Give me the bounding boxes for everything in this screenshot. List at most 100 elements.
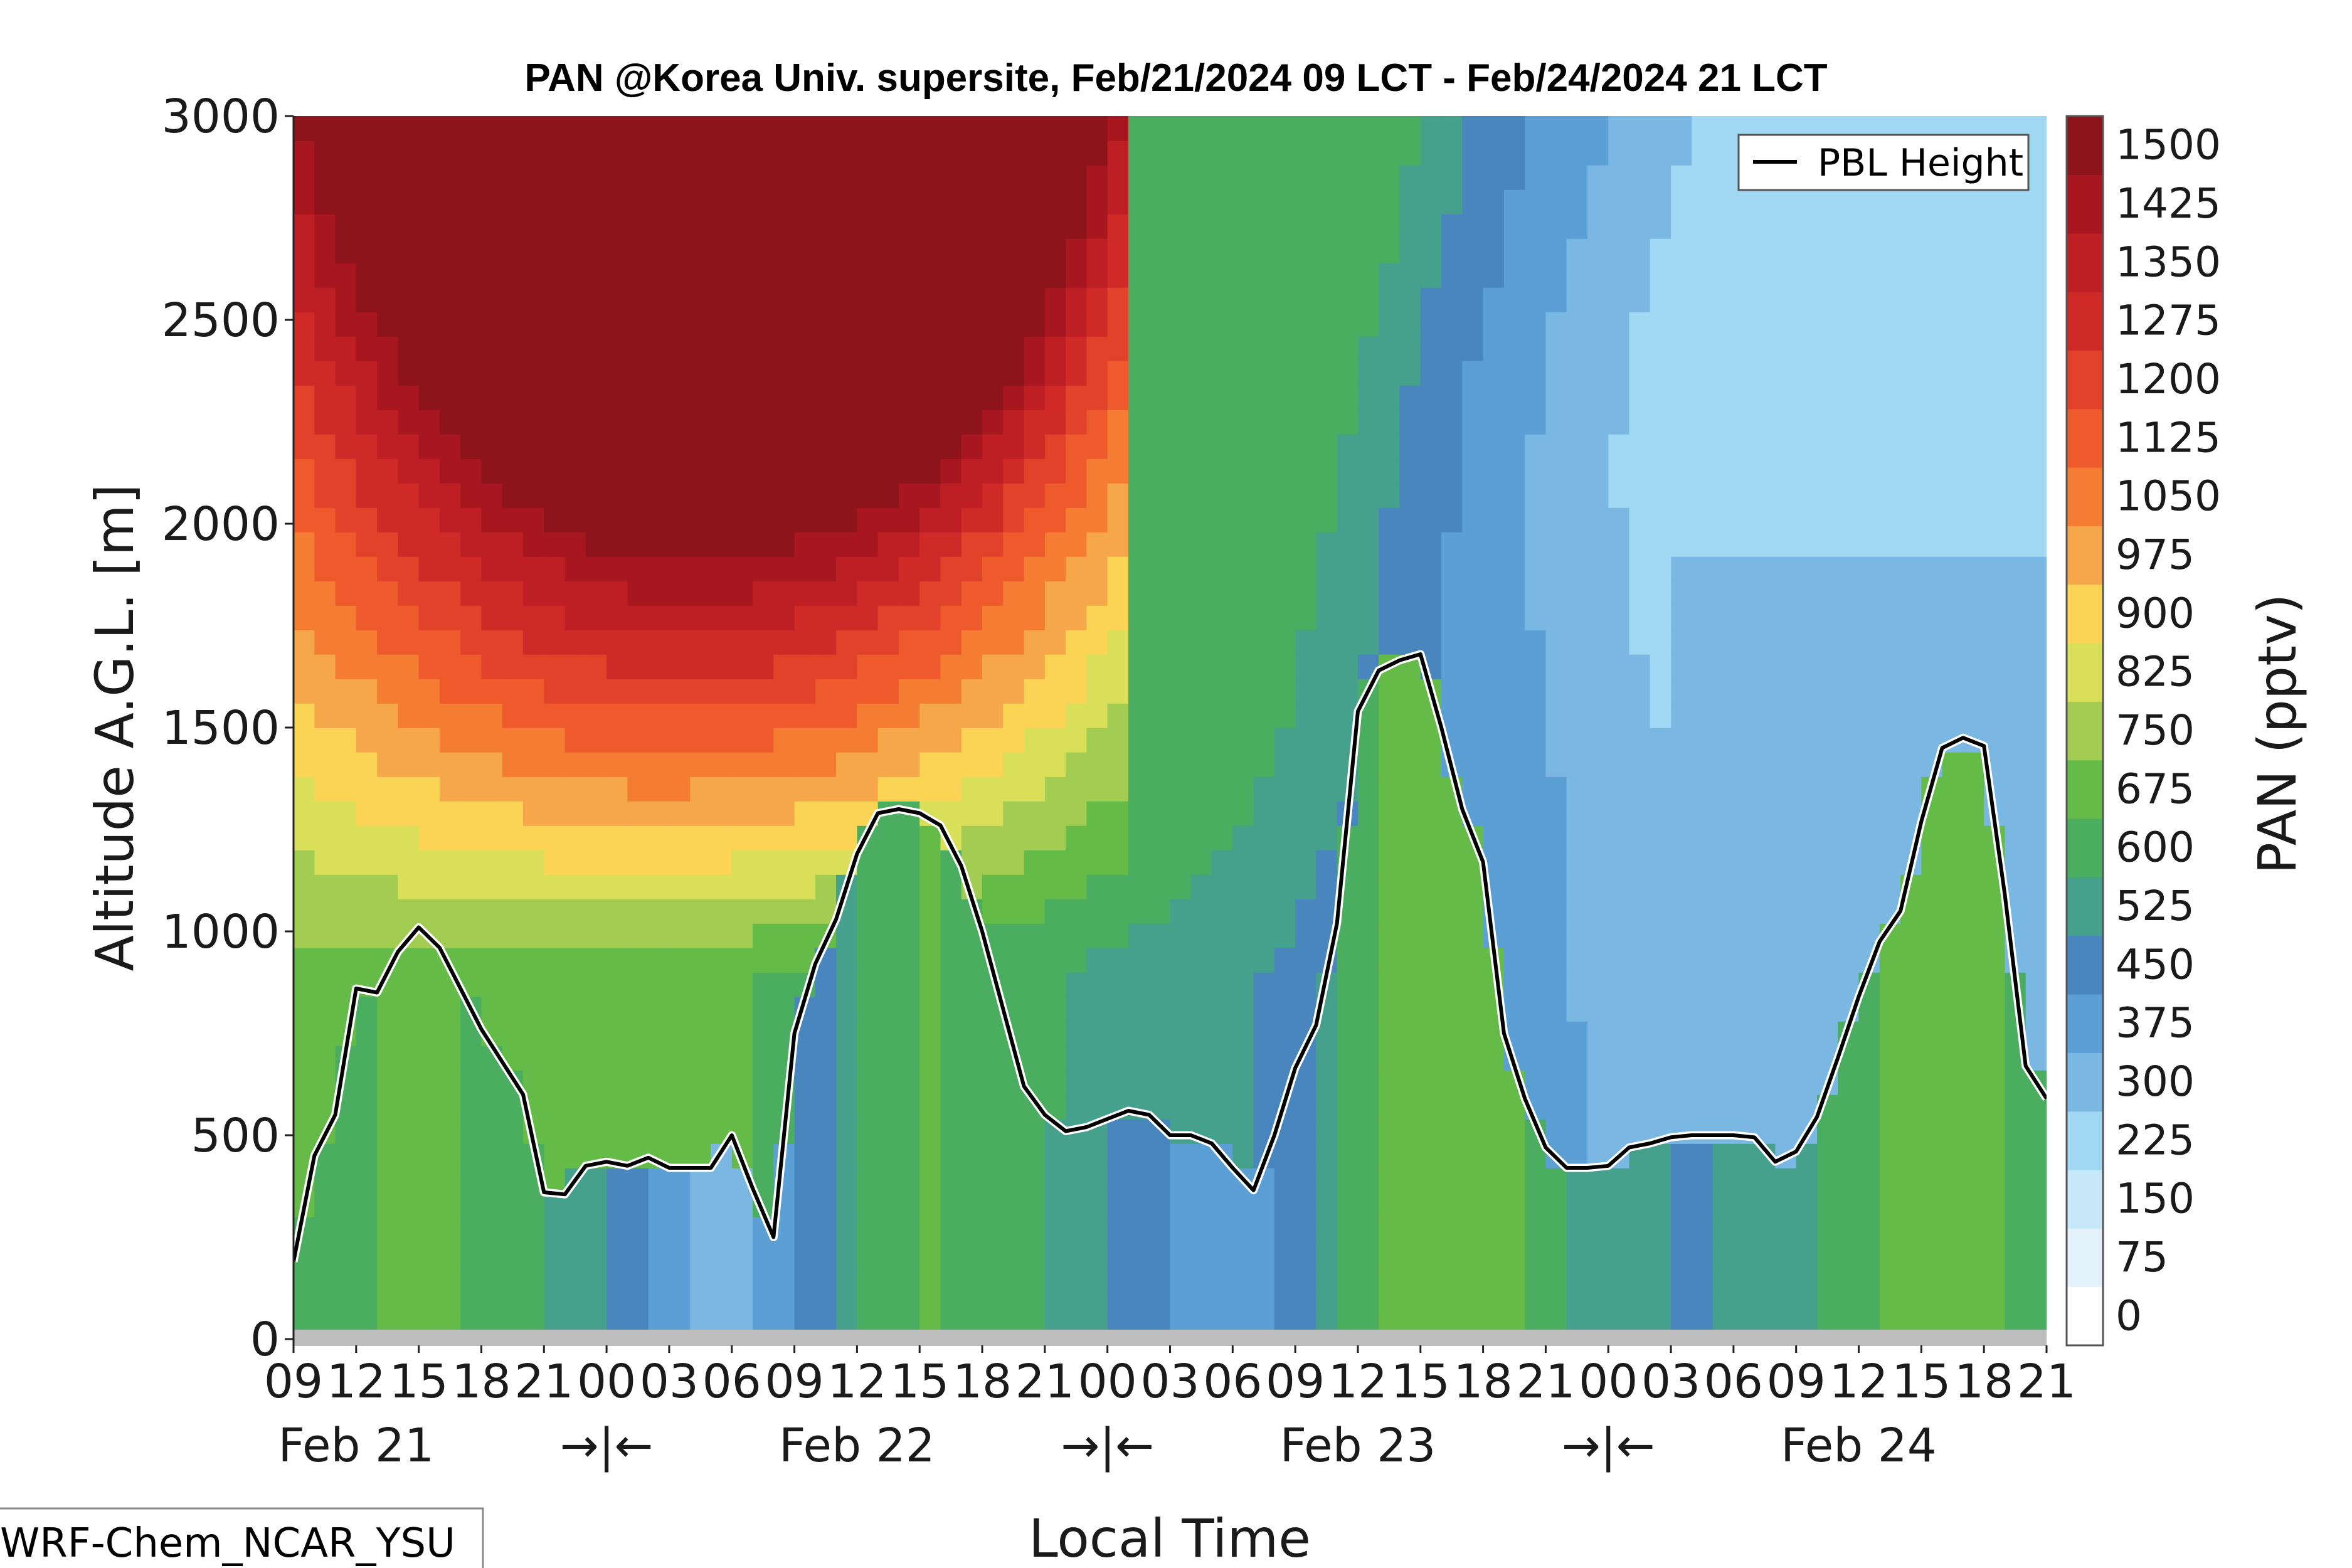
field-cell	[460, 532, 482, 557]
field-cell	[2025, 801, 2047, 826]
field-cell	[335, 752, 357, 777]
field-cell	[1420, 483, 1442, 508]
field-cell	[940, 434, 962, 459]
field-cell	[961, 1070, 983, 1095]
field-cell	[1232, 189, 1254, 215]
field-cell	[481, 1241, 503, 1266]
field-cell	[982, 1021, 1004, 1046]
field-cell	[1462, 654, 1484, 679]
field-cell	[1942, 263, 1964, 288]
field-cell	[794, 556, 816, 581]
field-cell	[1358, 728, 1380, 753]
field-cell	[648, 483, 670, 508]
field-cell	[2025, 361, 2047, 386]
field-cell	[377, 556, 399, 581]
field-cell	[1921, 703, 1943, 728]
field-cell	[898, 1290, 920, 1315]
field-cell	[1190, 410, 1212, 435]
field-cell	[1274, 679, 1296, 704]
field-cell	[794, 116, 816, 141]
field-cell	[1128, 654, 1150, 679]
field-cell	[1754, 825, 1776, 850]
field-cell	[1942, 1046, 1964, 1071]
field-cell	[1253, 581, 1275, 606]
field-cell	[1483, 1143, 1505, 1168]
field-cell	[690, 507, 712, 532]
field-cell	[898, 214, 920, 239]
field-cell	[1232, 532, 1254, 557]
field-cell	[961, 1266, 983, 1291]
field-cell	[607, 1266, 628, 1291]
field-cell	[1232, 263, 1254, 288]
field-cell	[294, 899, 315, 924]
field-cell	[439, 825, 461, 850]
field-cell	[982, 1070, 1004, 1095]
field-cell	[1441, 825, 1463, 850]
field-cell	[1629, 1217, 1651, 1242]
field-cell	[1671, 1021, 1693, 1046]
field-cell	[731, 361, 753, 386]
field-cell	[731, 997, 753, 1022]
field-cell	[523, 1290, 545, 1315]
field-cell	[2025, 238, 2047, 263]
field-cell	[564, 312, 586, 337]
field-cell	[648, 361, 670, 386]
field-cell	[898, 238, 920, 263]
field-cell	[1399, 507, 1421, 532]
field-cell	[1712, 1241, 1734, 1266]
field-cell	[877, 1021, 899, 1046]
field-cell	[460, 752, 482, 777]
field-cell	[607, 948, 628, 973]
field-cell	[502, 458, 524, 484]
field-cell	[1190, 238, 1212, 263]
field-cell	[1044, 899, 1066, 924]
field-cell	[711, 312, 733, 337]
field-cell	[314, 556, 336, 581]
field-cell	[1483, 507, 1505, 532]
field-cell	[1337, 556, 1359, 581]
x-tick-label: 09	[264, 1355, 323, 1409]
field-cell	[1692, 752, 1714, 777]
field-cell	[1253, 336, 1275, 361]
field-cell	[1044, 997, 1066, 1022]
field-cell	[753, 703, 775, 728]
field-cell	[877, 1143, 899, 1168]
field-cell	[857, 238, 879, 263]
field-cell	[314, 874, 336, 899]
field-cell	[898, 728, 920, 753]
field-cell	[1942, 1070, 1964, 1095]
field-cell	[460, 361, 482, 386]
field-cell	[1692, 214, 1714, 239]
colorbar-tick-label: 1200	[2116, 355, 2221, 403]
field-cell	[398, 654, 420, 679]
colorbar-tick-label: 675	[2116, 765, 2195, 813]
field-cell	[1879, 410, 1901, 435]
field-cell	[418, 605, 440, 630]
field-cell	[919, 116, 941, 141]
field-cell	[1838, 679, 1860, 704]
field-cell	[1107, 630, 1129, 655]
field-cell	[2005, 556, 2026, 581]
field-cell	[794, 214, 816, 239]
field-cell	[1316, 1266, 1338, 1291]
field-cell	[439, 605, 461, 630]
field-cell	[1963, 654, 1984, 679]
field-cell	[356, 752, 378, 777]
field-cell	[564, 483, 586, 508]
field-cell	[585, 923, 607, 948]
field-cell	[418, 165, 440, 190]
field-cell	[1024, 140, 1046, 166]
field-cell	[1024, 948, 1046, 973]
field-cell	[1963, 1094, 1984, 1120]
field-cell	[460, 1217, 482, 1242]
field-cell	[1503, 972, 1525, 997]
field-cell	[502, 1290, 524, 1315]
field-cell	[523, 1241, 545, 1266]
field-cell	[1838, 1119, 1860, 1144]
field-cell	[502, 752, 524, 777]
field-cell	[1274, 385, 1296, 410]
field-cell	[1358, 458, 1380, 484]
field-cell	[1253, 214, 1275, 239]
field-cell	[753, 189, 775, 215]
field-cell	[1712, 336, 1734, 361]
